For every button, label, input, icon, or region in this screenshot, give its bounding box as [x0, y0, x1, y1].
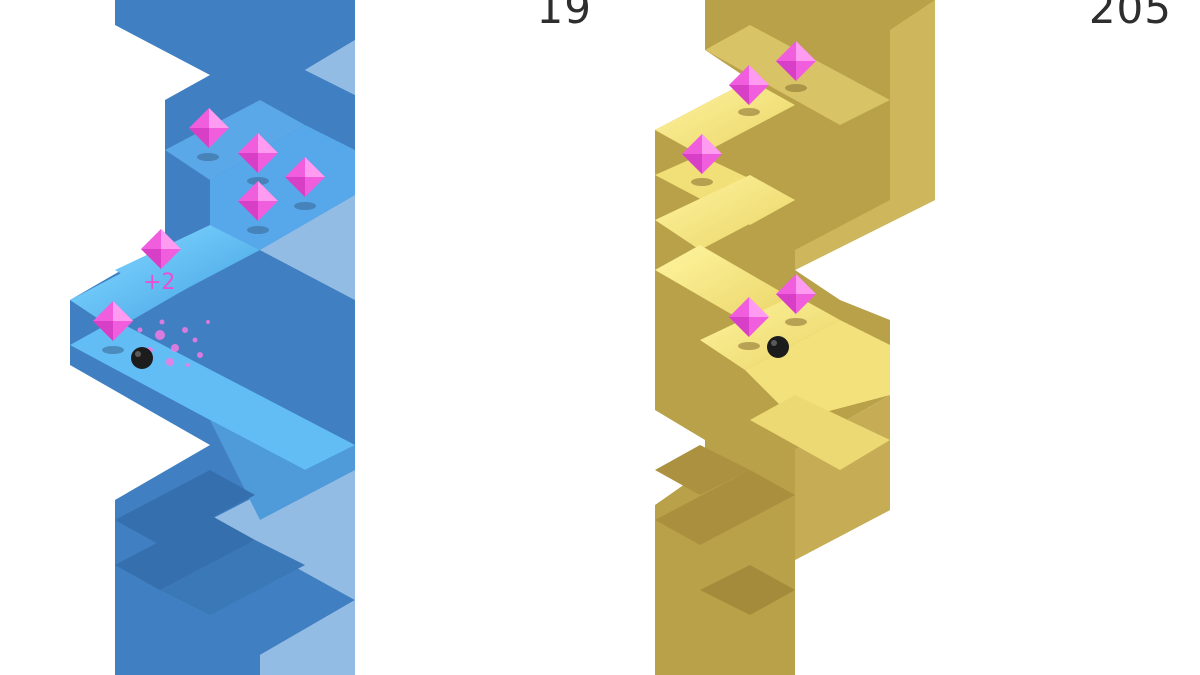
gem-shadow — [294, 202, 316, 210]
gem-shadow — [102, 346, 124, 354]
gem-icon — [238, 181, 278, 221]
track-top-8 — [750, 395, 890, 470]
ball-icon — [767, 336, 789, 358]
gem-icon — [285, 157, 325, 197]
gem-icon — [189, 108, 229, 148]
track-step-3 — [160, 540, 305, 615]
gem-shadow — [691, 178, 713, 186]
track-right-face — [210, 0, 355, 675]
track-step-3 — [655, 445, 750, 495]
zigzag-track-blue — [70, 0, 355, 675]
gem-icon — [141, 229, 181, 269]
gem-shadow — [738, 342, 760, 350]
collect-particles — [137, 319, 210, 367]
track-top-1 — [165, 100, 305, 180]
track-right-face — [795, 0, 935, 270]
gem-icon — [776, 274, 816, 314]
ball-icon — [131, 347, 153, 369]
track-top-2 — [210, 125, 355, 250]
gem-shadow — [785, 318, 807, 326]
gem-icon — [729, 297, 769, 337]
track-top-4 — [655, 175, 795, 250]
track-top-5 — [655, 245, 795, 325]
track-step-2 — [115, 515, 255, 590]
game-panel-blue[interactable]: +2 19 — [0, 0, 600, 675]
gem-icon — [729, 65, 769, 105]
score-display: 205 — [1088, 0, 1172, 33]
track-top-7 — [745, 320, 890, 420]
gem-shadow — [738, 108, 760, 116]
gem-icon — [93, 301, 133, 341]
bonus-points-label: +2 — [143, 270, 176, 295]
track-step-2 — [700, 565, 795, 615]
track-top-6 — [700, 295, 840, 370]
game-panel-gold[interactable]: 205 — [600, 0, 1200, 675]
zigzag-track-gold — [655, 0, 935, 675]
gem-icon — [682, 134, 722, 174]
track-top-2 — [655, 80, 795, 155]
track-step-1 — [655, 470, 795, 545]
track-top-6 — [210, 420, 355, 520]
score-display: 19 — [536, 0, 592, 33]
gem-icon — [238, 133, 278, 173]
track-step-1 — [115, 470, 255, 545]
gem-shadow — [197, 153, 219, 161]
gem-shadow — [247, 226, 269, 234]
gem-icon — [776, 41, 816, 81]
gem-shadow — [785, 84, 807, 92]
